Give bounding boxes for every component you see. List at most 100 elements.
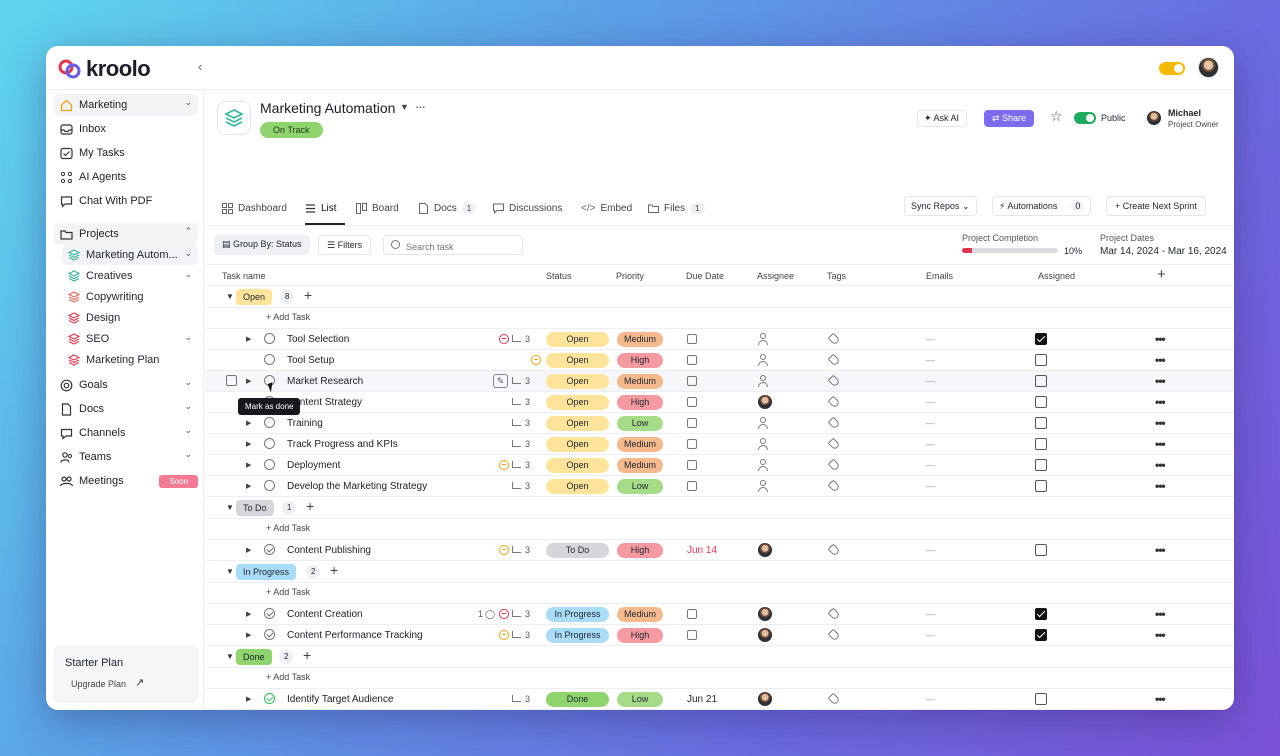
calendar-icon[interactable] bbox=[687, 460, 697, 470]
expand-caret-icon[interactable]: ▶ bbox=[246, 336, 252, 343]
task-name[interactable]: Deployment bbox=[287, 460, 341, 471]
status-pill[interactable]: Open bbox=[546, 332, 609, 347]
status-pill[interactable]: In Progress bbox=[546, 628, 609, 643]
tag-icon[interactable] bbox=[827, 374, 841, 388]
assigned-checkbox[interactable] bbox=[1035, 459, 1047, 471]
assigned-checkbox[interactable] bbox=[1035, 608, 1047, 620]
assignee-avatar[interactable] bbox=[758, 607, 772, 621]
mark-done-circle-icon[interactable] bbox=[264, 375, 275, 386]
calendar-icon[interactable] bbox=[687, 609, 697, 619]
table-row[interactable]: ▶ Track Progress and KPIs 3 Open Medium — ••• bbox=[205, 434, 1234, 455]
assigned-checkbox[interactable] bbox=[1035, 354, 1047, 366]
priority-pill[interactable]: High bbox=[617, 353, 663, 368]
expand-caret-icon[interactable]: ▶ bbox=[246, 420, 252, 427]
sidebar-item-inbox[interactable]: Inbox bbox=[54, 118, 198, 140]
table-row[interactable]: ▶ Tool Selection 3 Open Medium — ••• bbox=[205, 329, 1234, 350]
priority-pill[interactable]: Low bbox=[617, 479, 663, 494]
tab-files[interactable]: Files 1 bbox=[648, 203, 705, 225]
expand-caret-icon[interactable]: ▶ bbox=[246, 441, 252, 448]
tag-icon[interactable] bbox=[827, 437, 841, 451]
mark-done-circle-icon[interactable] bbox=[264, 459, 275, 470]
chevron-down-icon[interactable]: ⌄ bbox=[184, 97, 192, 107]
task-name[interactable]: Content Publishing bbox=[287, 545, 371, 556]
tag-icon[interactable] bbox=[827, 353, 841, 367]
status-pill[interactable]: Done bbox=[546, 692, 609, 707]
sidebar-item-goals[interactable]: Goals ⌄ bbox=[54, 374, 198, 396]
priority-pill[interactable]: Medium bbox=[617, 332, 663, 347]
more-options-icon[interactable]: ••• bbox=[1155, 479, 1166, 493]
add-column-button[interactable]: + bbox=[1157, 266, 1166, 283]
create-sprint-button[interactable]: + Create Next Sprint bbox=[1106, 196, 1206, 216]
sidebar-project-design[interactable]: Design bbox=[62, 308, 198, 328]
assigned-checkbox[interactable] bbox=[1035, 375, 1047, 387]
add-assignee-icon[interactable] bbox=[758, 459, 769, 471]
group-by-button[interactable]: ▤ Group By: Status bbox=[214, 235, 310, 255]
tag-icon[interactable] bbox=[827, 458, 841, 472]
collapse-sidebar-icon[interactable]: ‹ bbox=[198, 59, 203, 74]
sidebar-project-marketing-automation[interactable]: Marketing Autom... ⌄ bbox=[62, 245, 198, 265]
kroolo-logo[interactable]: kroolo bbox=[58, 56, 151, 82]
add-group-task-icon[interactable]: + bbox=[303, 647, 312, 663]
calendar-icon[interactable] bbox=[687, 630, 697, 640]
due-date[interactable]: Jun 14 bbox=[687, 545, 718, 556]
table-row[interactable]: ▶ Develop the Marketing Strategy 3 Open Low —… bbox=[205, 476, 1234, 497]
table-row[interactable]: ▶ Content Performance Tracking 3 In Progres… bbox=[205, 625, 1234, 646]
mark-done-circle-icon[interactable] bbox=[264, 629, 275, 640]
assigned-checkbox[interactable] bbox=[1035, 333, 1047, 345]
assigned-checkbox[interactable] bbox=[1035, 544, 1047, 556]
mark-done-circle-icon[interactable] bbox=[264, 333, 275, 344]
mark-done-circle-icon[interactable] bbox=[264, 608, 275, 619]
sidebar-item-chat-pdf[interactable]: Chat With PDF bbox=[54, 190, 198, 212]
task-name[interactable]: Tool Selection bbox=[287, 334, 350, 345]
add-task-button[interactable]: + Add Task bbox=[266, 523, 311, 533]
caret-down-icon[interactable]: ▼ bbox=[226, 292, 234, 301]
status-pill[interactable]: In Progress bbox=[546, 607, 609, 622]
user-avatar[interactable] bbox=[1198, 57, 1219, 78]
add-assignee-icon[interactable] bbox=[758, 438, 769, 450]
task-name[interactable]: Develop the Marketing Strategy bbox=[287, 481, 428, 492]
chevron-down-icon[interactable]: ⌄ bbox=[184, 401, 192, 411]
sidebar-item-my-tasks[interactable]: My Tasks bbox=[54, 142, 198, 164]
expand-caret-icon[interactable]: ▶ bbox=[246, 547, 252, 554]
table-row[interactable]: ▶ Training 3 Open Low — ••• bbox=[205, 413, 1234, 434]
sidebar-item-projects[interactable]: Projects ⌃ bbox=[54, 223, 198, 245]
status-pill[interactable]: Open bbox=[546, 458, 609, 473]
tab-board[interactable]: Board bbox=[356, 203, 399, 225]
column-assigned[interactable]: Assigned bbox=[1038, 271, 1076, 281]
assigned-checkbox[interactable] bbox=[1035, 693, 1047, 705]
add-group-task-icon[interactable]: + bbox=[330, 562, 339, 578]
chevron-down-icon[interactable]: ⌄ bbox=[184, 269, 192, 279]
add-task-button[interactable]: + Add Task bbox=[266, 587, 311, 597]
ask-ai-button[interactable]: ✦ Ask AI bbox=[917, 110, 968, 127]
more-options-icon[interactable]: ••• bbox=[1155, 692, 1166, 706]
tab-embed[interactable]: </> Embed bbox=[581, 203, 632, 225]
chevron-down-icon[interactable]: ▼ bbox=[400, 102, 409, 112]
row-select-checkbox[interactable] bbox=[226, 375, 237, 386]
group-status-pill[interactable]: In Progress bbox=[236, 564, 297, 580]
status-pill[interactable]: Open bbox=[546, 416, 609, 431]
add-task-button[interactable]: + Add Task bbox=[266, 672, 311, 682]
share-button[interactable]: ⇄ Share bbox=[984, 110, 1035, 127]
chevron-down-icon[interactable]: ⌄ bbox=[184, 449, 192, 459]
assigned-checkbox[interactable] bbox=[1035, 438, 1047, 450]
mark-done-circle-icon[interactable] bbox=[264, 438, 275, 449]
table-row[interactable]: ▶ Identify Target Audience 3 Done Low Jun 21 —… bbox=[205, 689, 1234, 710]
tag-icon[interactable] bbox=[827, 395, 841, 409]
more-options-icon[interactable]: ••• bbox=[1155, 458, 1166, 472]
project-status-badge[interactable]: On Track bbox=[260, 122, 323, 138]
priority-pill[interactable]: Medium bbox=[617, 437, 663, 452]
sidebar-project-creatives[interactable]: Creatives ⌄ bbox=[62, 266, 198, 286]
tag-icon[interactable] bbox=[827, 416, 841, 430]
more-options-icon[interactable]: ••• bbox=[1155, 395, 1166, 409]
more-options-icon[interactable]: ••• bbox=[1155, 607, 1166, 621]
more-options-icon[interactable]: ··· bbox=[415, 99, 426, 114]
assignee-avatar[interactable] bbox=[758, 543, 772, 557]
add-assignee-icon[interactable] bbox=[758, 417, 769, 429]
task-name[interactable]: Identify Target Audience bbox=[287, 694, 394, 705]
status-pill[interactable]: Open bbox=[546, 395, 609, 410]
public-toggle[interactable] bbox=[1074, 112, 1096, 124]
more-options-icon[interactable]: ••• bbox=[1155, 543, 1166, 557]
more-options-icon[interactable]: ••• bbox=[1155, 353, 1166, 367]
mark-done-circle-icon[interactable] bbox=[264, 480, 275, 491]
task-name[interactable]: Content Strategy bbox=[287, 397, 363, 408]
